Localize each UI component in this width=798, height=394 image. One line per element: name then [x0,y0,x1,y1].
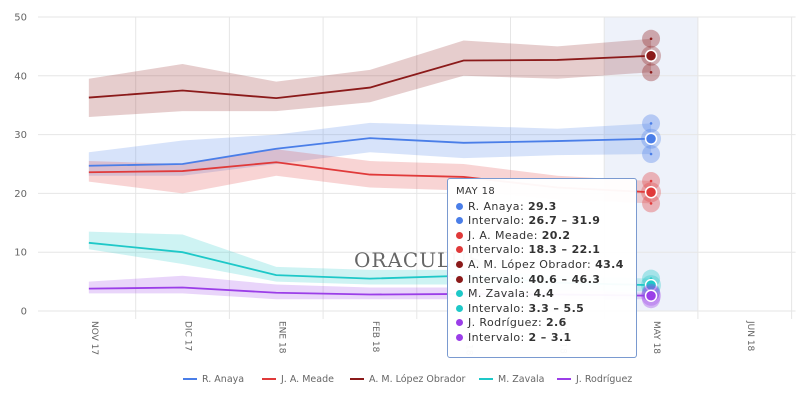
y-tick-label: 20 [14,189,27,200]
interval-band [88,122,652,176]
y-tick-label: 50 [14,13,27,24]
tooltip-value: 20.2 [541,228,571,242]
tooltip: MAY 18 R. Anaya: 29.3 Intervalo: 26.7 – 31… [447,178,637,358]
tooltip-lower: 18.3 [528,243,558,257]
tooltip-interval-label: Intervalo [468,330,521,344]
tooltip-upper: 31.9 [571,214,601,228]
tooltip-sep: : [533,228,542,242]
interval-dot [649,179,653,183]
tooltip-range-sep: – [557,243,572,257]
legend-label: J. Rodríguez [575,374,632,385]
tooltip-range-sep: – [557,214,572,228]
tooltip-sep: : [520,243,529,257]
tooltip-dot [456,290,463,298]
y-tick-label: 10 [14,248,27,259]
tooltip-row: Intervalo: 3.3 – 5.5 [456,302,628,317]
tooltip-lower: 3.3 [528,301,550,315]
tooltip-dot [456,333,463,341]
tooltip-value: 29.3 [527,199,557,213]
tooltip-row: J. A. Meade: 20.2 [456,229,628,244]
x-tick-label: JUN 18 [745,320,755,352]
interval-dot [649,202,653,205]
tooltip-name: J. Rodríguez [468,316,538,330]
tooltip-dot [456,217,463,225]
tooltip-name: J. A. Meade [468,228,534,242]
legend-label: J. A. Meade [280,374,334,385]
tooltip-lower: 26.7 [528,214,558,228]
legend-label: A. M. López Obrador [369,374,466,385]
tooltip-range-sep: – [536,330,551,344]
x-tick-label: FEB 18 [370,321,380,353]
series-line [88,54,652,100]
tooltip-interval-label: Intervalo [468,214,521,228]
tooltip-row: Intervalo: 26.7 – 31.9 [456,214,628,229]
tooltip-dot [456,231,463,239]
tooltip-row: J. Rodríguez: 2.6 [456,316,628,331]
tooltip-sep: : [520,214,529,228]
tooltip-name: A. M. López Obrador [468,257,588,271]
tooltip-row: R. Anaya: 29.3 [456,200,628,215]
tooltip-value: 4.4 [533,287,555,301]
tooltip-value: 43.4 [595,257,624,271]
x-tick-label: NOV 17 [89,321,99,355]
tooltip-value: 2.6 [546,316,567,330]
tooltip-row: Intervalo: 18.3 – 22.1 [456,243,628,258]
tooltip-row: Intervalo: 40.6 – 46.3 [456,273,628,288]
tooltip-upper: 46.3 [571,272,601,286]
tooltip-lower: 2 [528,330,537,344]
tooltip-sep: : [537,316,546,330]
tooltip-upper: 22.1 [571,243,601,257]
x-tick-label: ENE 18 [276,321,286,354]
tooltip-interval-label: Intervalo [468,301,521,315]
tooltip-dot [456,246,463,254]
tooltip-sep: : [520,301,529,315]
tooltip-name: R. Anaya [468,199,520,213]
tooltip-range-sep: – [549,301,564,315]
tooltip-lower: 40.6 [528,272,558,286]
hover-point [644,49,658,63]
tooltip-row: Intervalo: 2 – 3.1 [456,331,628,346]
tooltip-row: A. M. López Obrador: 43.4 [456,258,628,273]
series-line [88,137,652,167]
tooltip-dot [456,319,463,327]
legend-label: R. Anaya [202,374,244,385]
tooltip-row: M. Zavala: 4.4 [456,287,628,302]
tooltip-dot [456,260,463,268]
tooltip-upper: 3.1 [550,330,572,344]
interval-dot [649,152,653,156]
x-tick-label: DIC 17 [183,321,193,351]
tooltip-interval-label: Intervalo [468,243,521,257]
interval-dot [649,70,653,74]
x-tick-label: MAY 18 [651,321,661,354]
tooltip-sep: : [520,330,529,344]
tooltip-sep: : [525,287,534,301]
tooltip-range-sep: – [557,272,572,286]
tooltip-sep: : [520,272,529,286]
tooltip-dot [456,304,463,312]
interval-dot [649,37,653,41]
tooltip-dot [456,202,463,210]
tooltip-dot [456,275,463,283]
tooltip-sep: : [587,257,596,271]
hover-point [644,185,658,199]
tooltip-header: MAY 18 [456,186,496,197]
y-tick-label: 30 [14,130,27,141]
interval-band [88,38,652,117]
hover-point [644,289,658,302]
legend-label: M. Zavala [498,374,544,385]
tooltip-sep: : [519,199,528,213]
tooltip-name: M. Zavala [468,287,526,301]
hover-point [644,132,658,145]
y-tick-label: 0 [21,307,27,318]
tooltip-upper: 5.5 [563,301,585,315]
y-tick-label: 40 [14,71,27,82]
tooltip-interval-label: Intervalo [468,272,521,286]
interval-dot [649,122,653,125]
